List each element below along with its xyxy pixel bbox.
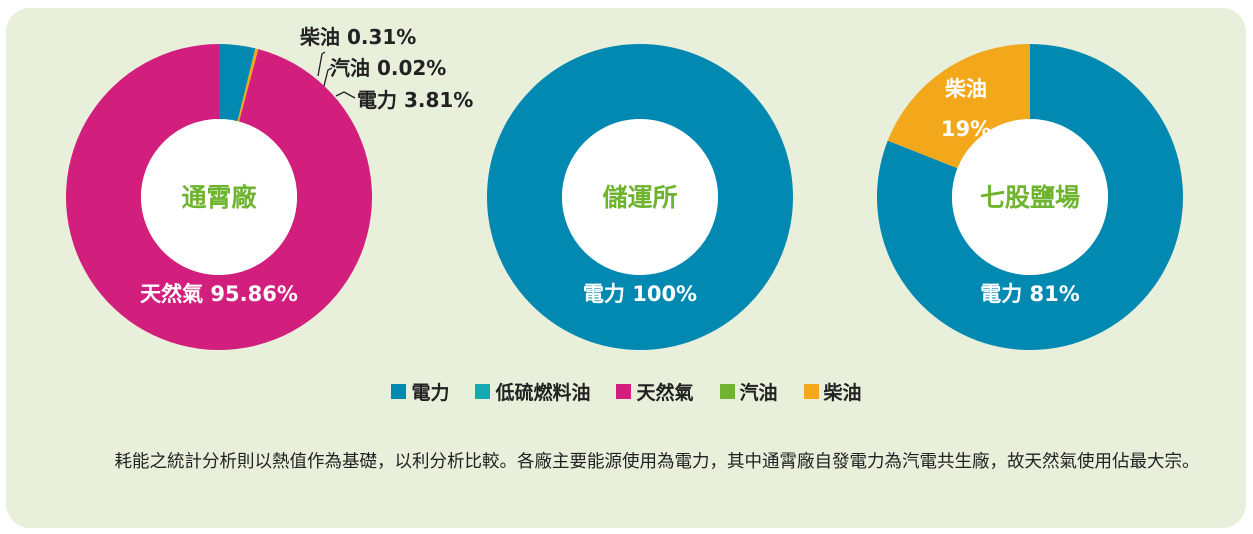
pie-slice [219,44,256,122]
legend-swatch [719,384,735,399]
center-label: 儲運所 [602,183,677,212]
caption-text: 耗能之統計分析則以熱值作為基礎，以利分析比較。各廠主要能源使用為電力，其中通霄廠… [114,451,1200,472]
legend-swatch [616,384,632,399]
pie-slice [877,44,1184,350]
legend-swatch [803,384,819,399]
center-label: 通霄廠 [181,183,257,212]
legend-label: 天然氣 [636,382,694,404]
pie-slice [66,44,373,350]
legend-swatch [475,384,491,399]
legend-label: 汽油 [739,382,778,404]
donut-hole [562,119,718,275]
legend-item-diesel: 柴油 [803,378,862,405]
legend-label: 柴油 [823,382,862,404]
slice-label: 柴油 [944,77,987,101]
slice-label: 汽油 0.02% [330,56,446,80]
donut-charts: 通霄廠 儲運所 七股鹽場 柴油 0.31% 汽油 0.02% 電力 3.81% 天然氣 95… [66,25,1184,350]
pie-slice [237,48,259,122]
slice-label: 電力 81% [980,282,1080,306]
leader-line [335,91,356,99]
donut-hole [141,119,297,275]
center-label: 七股鹽場 [980,183,1080,212]
legend-item-electricity: 電力 [391,378,449,405]
slice-label: 柴油 0.31% [299,25,416,49]
donut-hole [952,119,1108,275]
legend-item-natural-gas: 天然氣 [616,378,694,405]
leader-line [317,51,326,77]
legend-label: 電力 [411,382,450,404]
legend-swatch [391,384,407,399]
slice-label: 19% [941,117,991,141]
leader-line [323,67,333,87]
legend-label: 低硫燃料油 [495,382,591,404]
slice-label: 電力 3.81% [357,88,473,112]
legend-item-gasoline: 汽油 [719,378,778,405]
slice-label: 天然氣 95.86% [140,282,298,306]
slice-label: 電力 100% [583,282,697,306]
legend-item-low-sulfur-fuel-oil: 低硫燃料油 [475,378,590,405]
pie-slice [487,44,793,350]
legend: 電力 低硫燃料油 天然氣 汽油 柴油 [0,378,1253,405]
pie-slice [887,44,1030,169]
